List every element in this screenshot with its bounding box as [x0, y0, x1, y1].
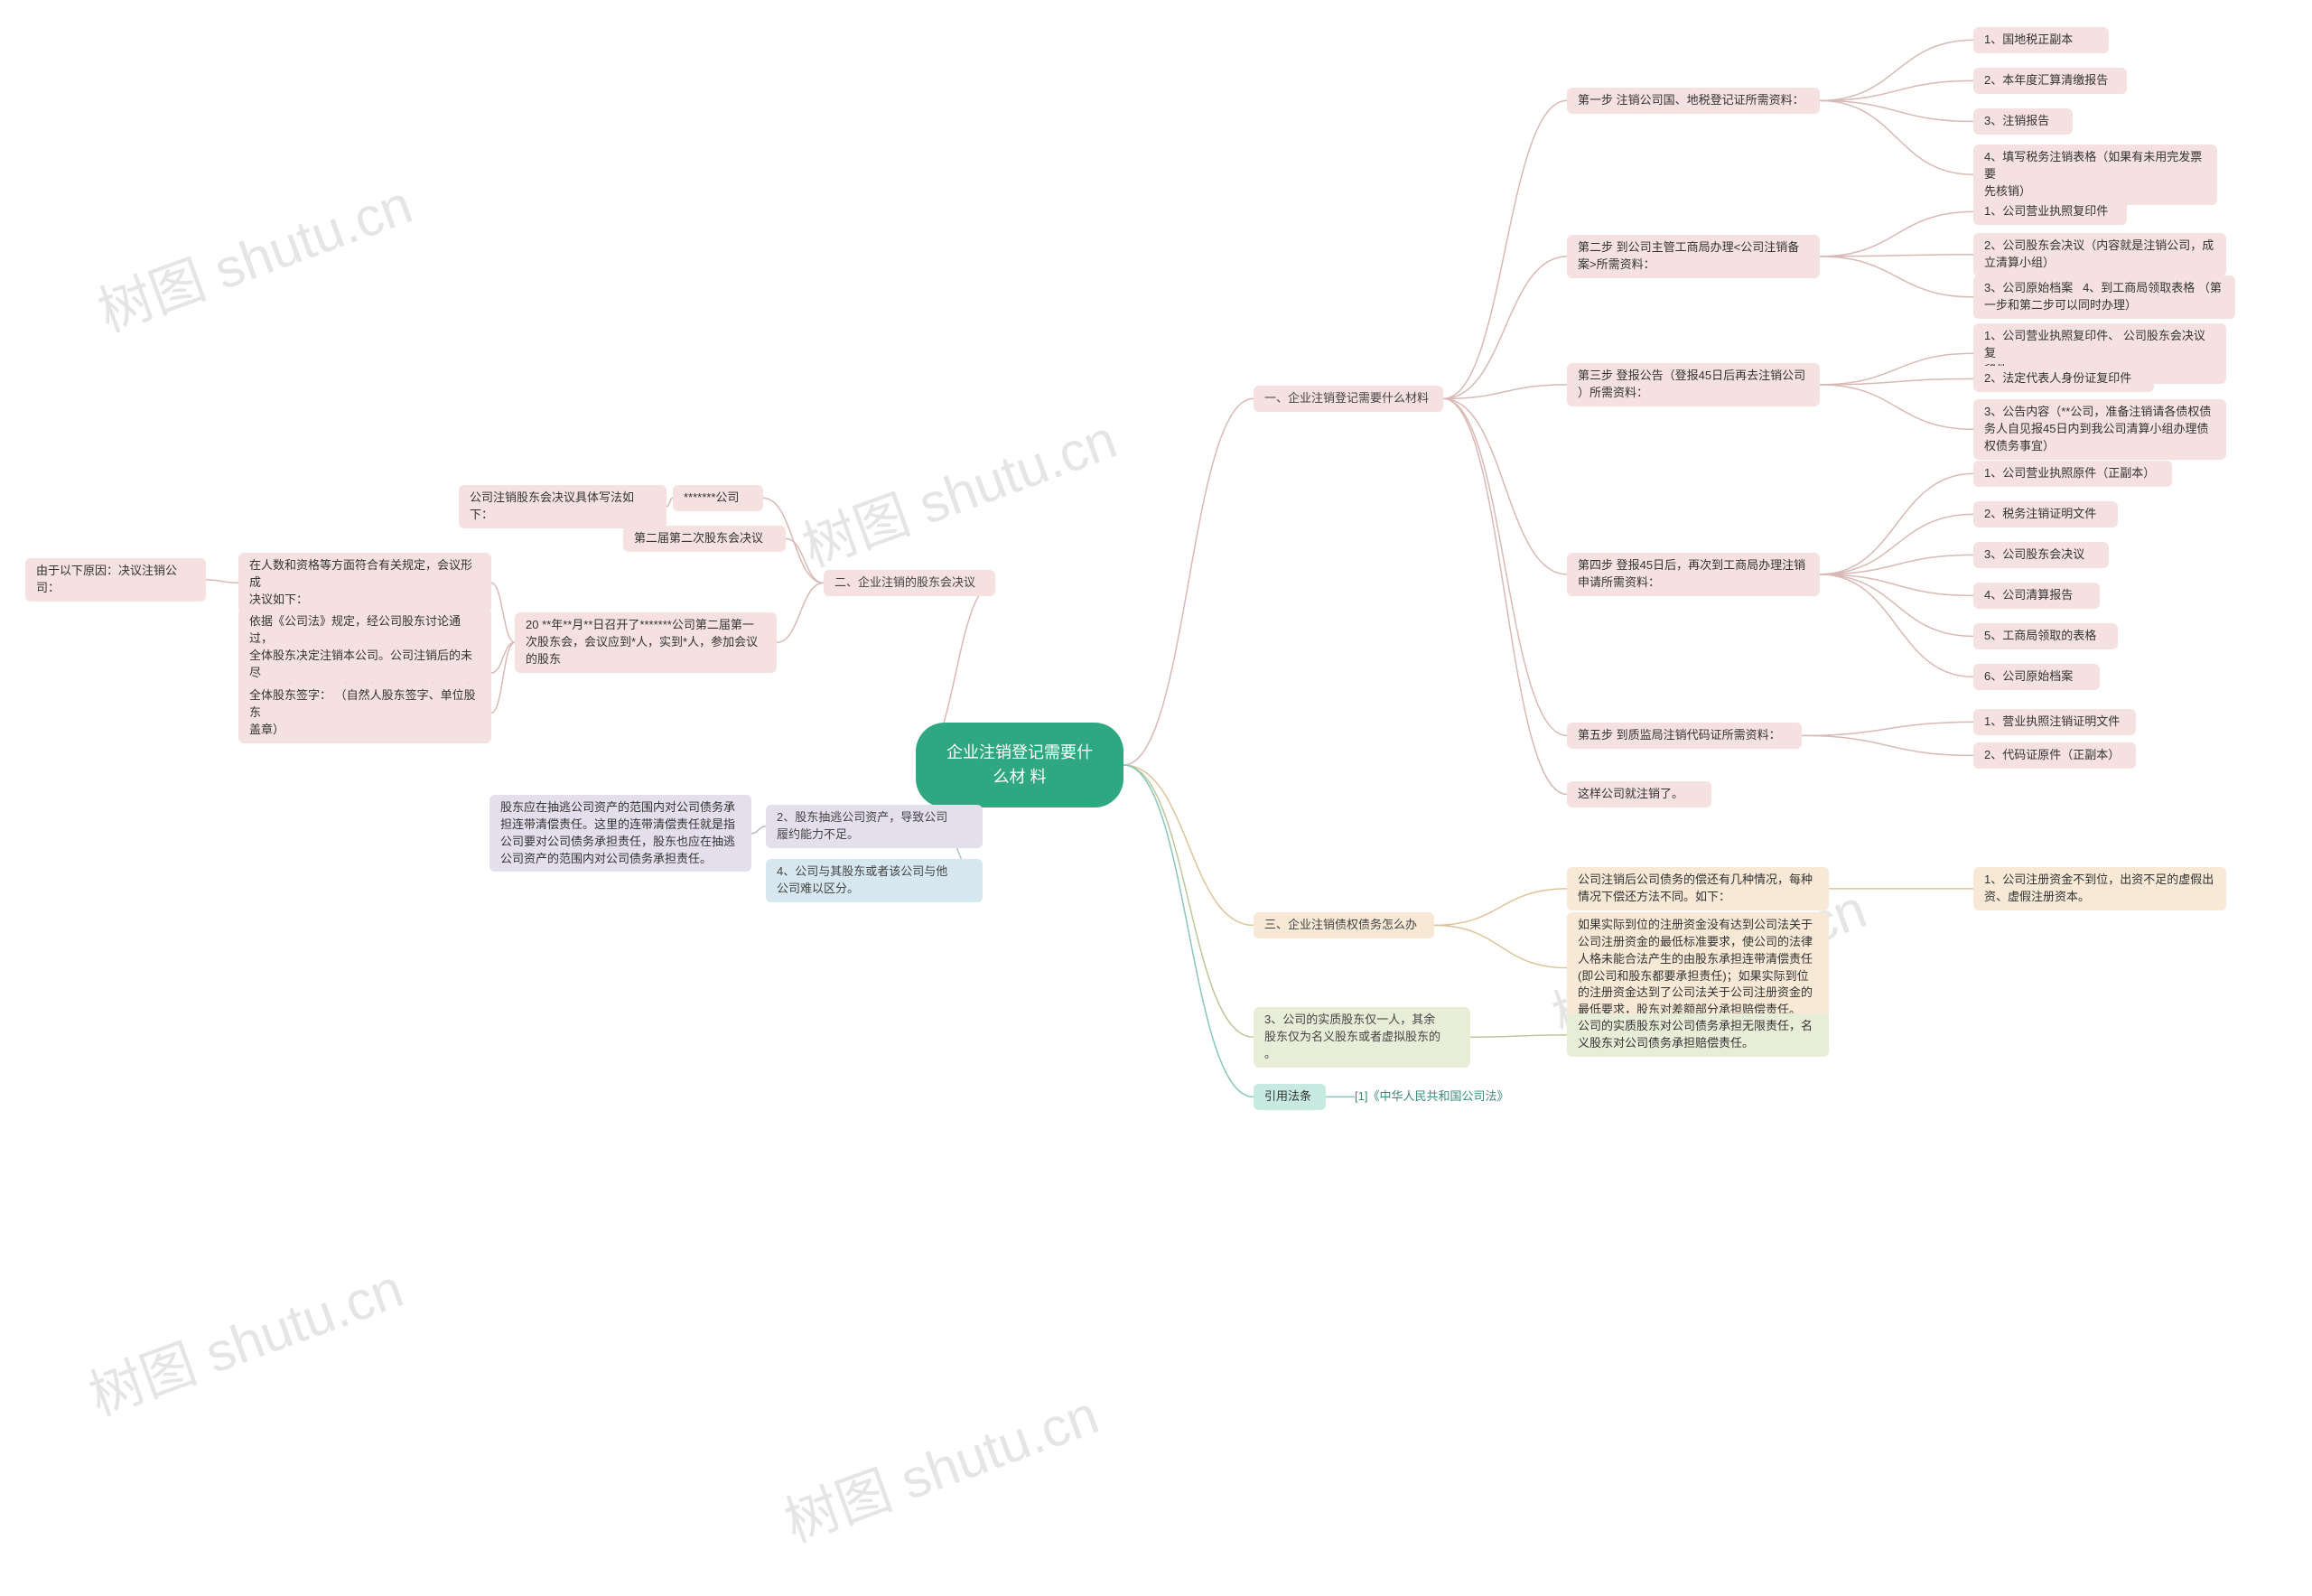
- node-s4_6[interactable]: 6、公司原始档案: [1973, 664, 2100, 690]
- node-s3_2[interactable]: 2、法定代表人身份证复印件: [1973, 366, 2154, 392]
- node-b6[interactable]: 3、公司的实质股东仅一人，其余 股东仅为名义股东或者虚拟股东的 。: [1254, 1007, 1470, 1068]
- node-b4[interactable]: 2、股东抽逃公司资产，导致公司 履约能力不足。: [766, 805, 983, 848]
- edge: [1123, 765, 1254, 925]
- node-t1x[interactable]: 公司注销股东会决议具体写法如下：: [459, 485, 667, 528]
- edge: [1820, 574, 1973, 637]
- edge: [1123, 398, 1254, 765]
- edge: [1802, 735, 1973, 755]
- edge: [1443, 398, 1567, 574]
- edge: [1820, 353, 1973, 385]
- watermark: 树图 shutu.cn: [86, 161, 421, 347]
- node-s1_3[interactable]: 3、注销报告: [1973, 108, 2073, 135]
- node-s4_2[interactable]: 2、税务注销证明文件: [1973, 501, 2118, 527]
- node-s5_1[interactable]: 1、营业执照注销证明文件: [1973, 709, 2136, 735]
- node-s4_5[interactable]: 5、工商局领取的表格: [1973, 623, 2118, 649]
- node-s2[interactable]: 第二步 到公司主管工商局办理<公司注销备 案>所需资料：: [1567, 235, 1820, 278]
- edge: [1443, 385, 1567, 399]
- edge: [1820, 385, 1973, 429]
- edge: [1820, 574, 1973, 677]
- node-b2[interactable]: 二、企业注销的股东会决议: [824, 570, 995, 596]
- node-s2_3[interactable]: 3、公司原始档案 4、到工商局领取表格 （第 一步和第二步可以同时办理）: [1973, 275, 2235, 319]
- edge: [1820, 473, 1973, 574]
- node-t3d[interactable]: 全体股东签字： （自然人股东签字、单位股东 盖章）: [238, 683, 491, 743]
- edge: [1820, 100, 1973, 121]
- node-b1[interactable]: 一、企业注销登记需要什么材料: [1254, 386, 1443, 412]
- watermark: 树图 shutu.cn: [772, 1371, 1107, 1557]
- node-s4_4[interactable]: 4、公司清算报告: [1973, 583, 2100, 609]
- node-b5[interactable]: 4、公司与其股东或者该公司与他 公司难以区分。: [766, 859, 983, 902]
- node-s4_1[interactable]: 1、公司营业执照原件（正副本）: [1973, 461, 2172, 487]
- node-s1_2[interactable]: 2、本年度汇算清缴报告: [1973, 68, 2127, 94]
- node-r1[interactable]: 公司的实质股东对公司债务承担无限责任，名 义股东对公司债务承担赔偿责任。: [1567, 1013, 1829, 1057]
- node-b7[interactable]: 引用法条: [1254, 1084, 1326, 1110]
- node-s5_2[interactable]: 2、代码证原件（正副本）: [1973, 742, 2136, 769]
- node-t3[interactable]: 20 **年**月**日召开了*******公司第二届第一 次股东会，会议应到*…: [515, 612, 777, 673]
- edge: [1820, 211, 1973, 256]
- node-t3a[interactable]: 在人数和资格等方面符合有关规定，会议形成 决议如下：: [238, 553, 491, 613]
- mindmap-stage: 树图 shutu.cn 树图 shutu.cn 树图 shutu.cn 树图 shut…: [0, 0, 2312, 1596]
- edge: [1434, 925, 1567, 967]
- node-cite[interactable]: [1]《中华人民共和国公司法》: [1355, 1087, 1535, 1107]
- node-s4[interactable]: 第四步 登报45日后，再次到工商局办理注销 申请所需资料：: [1567, 553, 1820, 596]
- edge: [491, 642, 515, 713]
- node-s4_3[interactable]: 3、公司股东会决议: [1973, 542, 2109, 568]
- node-s3[interactable]: 第三步 登报公告（登报45日后再去注销公司 ）所需资料：: [1567, 363, 1820, 406]
- node-b3[interactable]: 三、企业注销债权债务怎么办: [1254, 912, 1434, 938]
- edge: [1820, 574, 1973, 596]
- node-s5[interactable]: 第五步 到质监局注销代码证所需资料：: [1567, 723, 1802, 749]
- edge: [1434, 889, 1567, 926]
- node-s1_1[interactable]: 1、国地税正副本: [1973, 27, 2109, 53]
- edge: [1443, 398, 1567, 794]
- edge: [1820, 378, 1973, 384]
- edge: [1820, 255, 1973, 257]
- edge: [1123, 765, 1254, 1097]
- edge: [1443, 100, 1567, 398]
- watermark: 树图 shutu.cn: [77, 1245, 412, 1431]
- node-p2[interactable]: 如果实际到位的注册资金没有达到公司法关于 公司注册资金的最低标准要求，使公司的法…: [1567, 912, 1829, 1023]
- edge: [491, 583, 515, 642]
- node-p1a[interactable]: 1、公司注册资金不到位，出资不足的虚假出 资、虚假注册资本。: [1973, 867, 2226, 910]
- edge: [206, 580, 238, 583]
- node-s2_1[interactable]: 1、公司营业执照复印件: [1973, 199, 2127, 225]
- edge: [1820, 80, 1973, 100]
- edge: [1820, 555, 1973, 574]
- node-t2[interactable]: 第二届第二次股东会决议: [623, 526, 786, 552]
- node-s1_4[interactable]: 4、填写税务注销表格（如果有未用完发票要 先核销）: [1973, 145, 2217, 205]
- edge: [1820, 40, 1973, 100]
- edge-layer: [0, 0, 2312, 1596]
- node-t1[interactable]: *******公司: [673, 485, 763, 511]
- node-q1[interactable]: 股东应在抽逃公司资产的范围内对公司债务承 担连带清偿责任。这里的连带清偿责任就是…: [489, 795, 751, 872]
- edge: [777, 583, 824, 642]
- edge: [667, 498, 673, 506]
- edge: [1802, 722, 1973, 735]
- edge: [1820, 257, 1973, 297]
- node-s3_3[interactable]: 3、公告内容（**公司，准备注销请各债权债 务人自见报45日内到我公司清算小组办…: [1973, 399, 2226, 460]
- edge: [1470, 1035, 1567, 1037]
- edge: [1443, 398, 1567, 735]
- edge: [786, 538, 824, 583]
- edge: [1820, 100, 1973, 174]
- node-s6[interactable]: 这样公司就注销了。: [1567, 781, 1711, 807]
- node-s2_2[interactable]: 2、公司股东会决议（内容就是注销公司，成 立清算小组）: [1973, 233, 2226, 276]
- node-s1[interactable]: 第一步 注销公司国、地税登记证所需资料：: [1567, 88, 1820, 114]
- edge: [491, 642, 515, 673]
- edge: [1443, 257, 1567, 399]
- watermark: 树图 shutu.cn: [790, 396, 1125, 582]
- edge: [1123, 765, 1254, 1037]
- node-t3b[interactable]: 由于以下原因：决议注销公司：: [25, 558, 206, 602]
- edge: [751, 826, 766, 834]
- edge: [1820, 514, 1973, 574]
- node-p1[interactable]: 公司注销后公司债务的偿还有几种情况，每种 情况下偿还方法不同。如下：: [1567, 867, 1829, 910]
- root-node[interactable]: 企业注销登记需要什么材 料: [916, 723, 1123, 807]
